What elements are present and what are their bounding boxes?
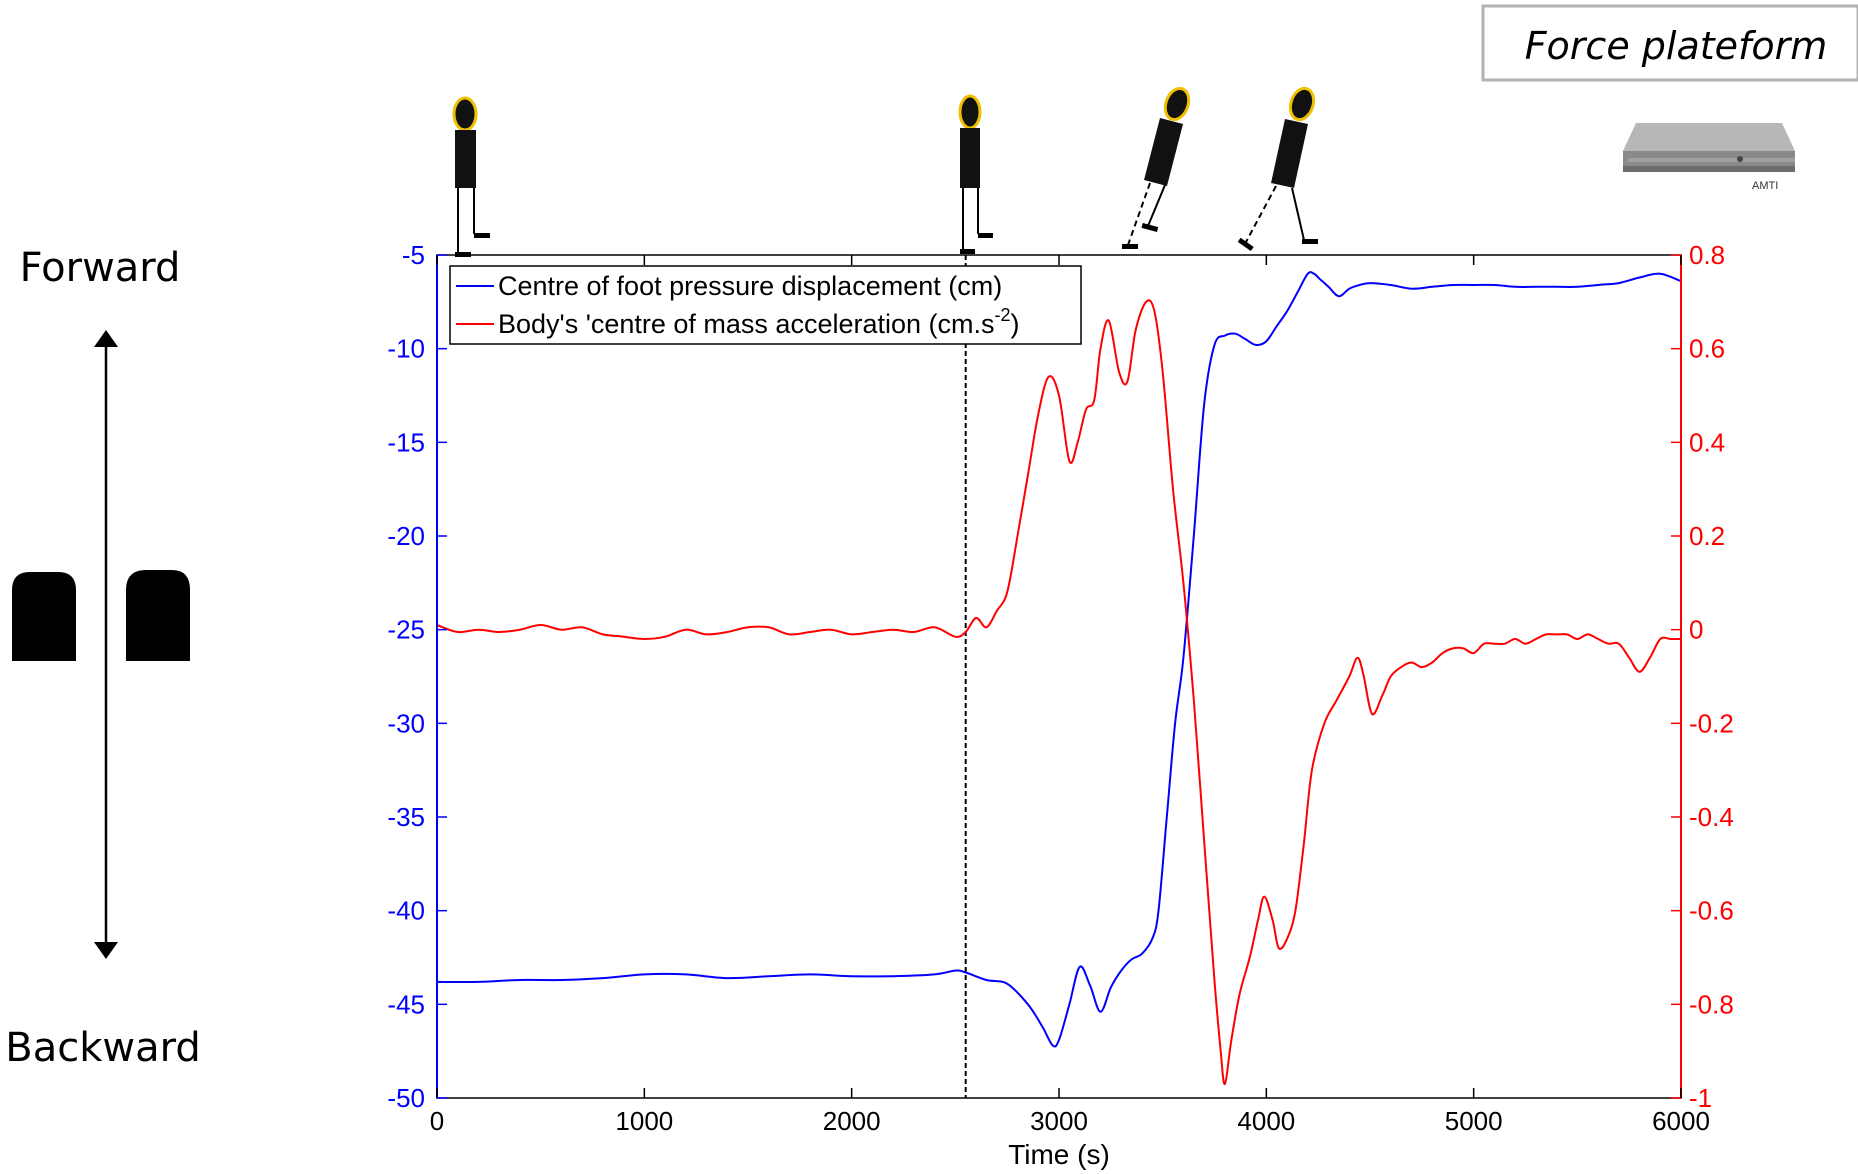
right-tick-label: 0.8 [1689, 240, 1725, 270]
figure-standing-1 [452, 96, 490, 257]
right-tick-label: -0.4 [1689, 802, 1734, 832]
force-platform-box: Force plateform [1481, 4, 1858, 82]
series-line-cop [436, 271, 1682, 1048]
arrow-down-icon [94, 942, 118, 959]
force-platform-label: Force plateform [1525, 24, 1828, 68]
x-axis-title: Time (s) [1008, 1139, 1110, 1170]
right-tick-label: -1 [1689, 1083, 1712, 1113]
left-tick-label: -25 [387, 615, 425, 645]
left-tick-label: -50 [387, 1083, 425, 1113]
right-tick-label: -0.2 [1689, 708, 1734, 738]
left-tick-label: -15 [387, 427, 425, 457]
left-tick-label: -40 [387, 896, 425, 926]
right-foot-icon [126, 570, 190, 661]
left-tick-label: -35 [387, 802, 425, 832]
figure-leaning-1 [1122, 87, 1191, 249]
plot-frame [436, 254, 1682, 1099]
legend-label-com-main: Body's 'centre of mass acceleration (cm.… [498, 309, 995, 339]
axes-layer: 0 1000 2000 3000 4000 5000 6000-5-10-15-20-25-… [387, 240, 1733, 1136]
x-tick-label: 1000 [615, 1106, 673, 1136]
forward-label: Forward [20, 245, 181, 291]
left-tick-label: -10 [387, 334, 425, 364]
legend-label-cop: Centre of foot pressure displacement (cm… [498, 271, 1002, 301]
x-tick-label: 5000 [1445, 1106, 1503, 1136]
legend-label-com-superscript: -2 [995, 305, 1011, 325]
x-tick-label: 4000 [1237, 1106, 1295, 1136]
left-tick-label: -20 [387, 521, 425, 551]
right-tick-label: 0.6 [1689, 334, 1725, 364]
arrow-up-icon [94, 330, 118, 347]
left-tick-label: -30 [387, 708, 425, 738]
legend-frame [449, 265, 1082, 345]
backward-label: Backward [5, 1025, 200, 1071]
right-tick-label: -0.6 [1689, 896, 1734, 926]
x-tick-label: 0 [430, 1106, 444, 1136]
legend: Centre of foot pressure displacement (cm… [449, 265, 1082, 345]
right-tick-label: 0 [1689, 615, 1703, 645]
x-tick-label: 6000 [1652, 1106, 1710, 1136]
x-tick-label: 3000 [1030, 1106, 1088, 1136]
x-tick-label: 2000 [823, 1106, 881, 1136]
right-tick-label: 0.4 [1689, 427, 1725, 457]
figure-leaning-2 [1237, 86, 1318, 252]
legend-label-com-suffix: ) [1011, 309, 1020, 339]
left-tick-label: -45 [387, 989, 425, 1019]
figure-standing-2 [958, 94, 993, 254]
chart: 0 1000 2000 3000 4000 5000 6000-5-10-15-20-25-… [387, 240, 1733, 1170]
force-platform-frame [1481, 4, 1858, 82]
legend-label-com: Body's 'centre of mass acceleration (cm.… [498, 305, 1020, 339]
left-foot-icon [12, 572, 76, 661]
right-tick-label: 0.2 [1689, 521, 1725, 551]
direction-panel: Forward Backward [5, 245, 200, 1071]
series-line-com [436, 299, 1681, 1086]
right-tick-label: -0.8 [1689, 989, 1734, 1019]
force-platform-device-icon: AMTI [1623, 123, 1795, 192]
amti-brand-label: AMTI [1752, 180, 1778, 192]
series-layer [436, 255, 1682, 1098]
left-tick-label: -5 [402, 240, 425, 270]
